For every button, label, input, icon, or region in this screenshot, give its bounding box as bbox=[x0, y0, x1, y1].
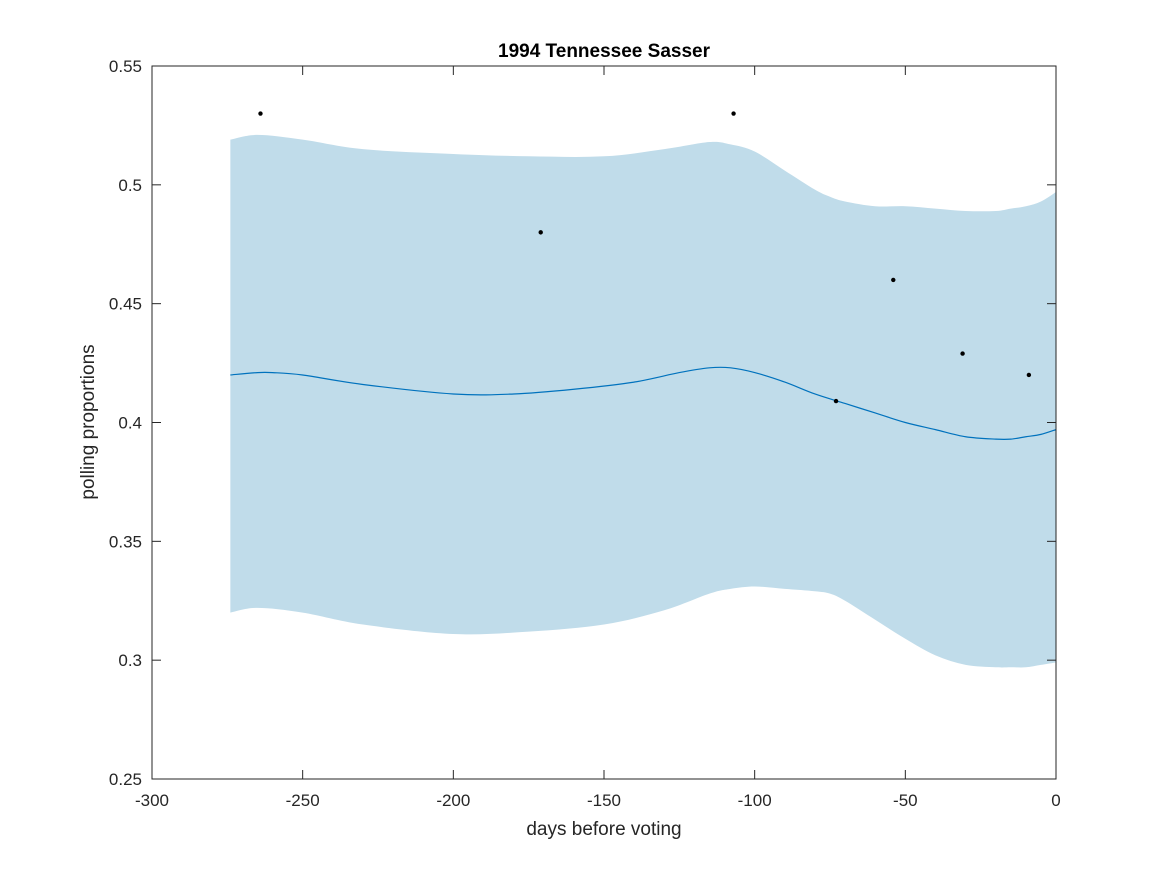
y-tick-label: 0.5 bbox=[118, 176, 142, 195]
axis-ticks: -300 -250 -200 -150 -100 -50 0 0.25 0.3 0.35 0.4 0.… bbox=[109, 57, 1061, 810]
poll-points-layer bbox=[258, 111, 1032, 404]
y-axis-label: polling proportions bbox=[78, 344, 99, 499]
y-tick-label: 0.45 bbox=[109, 295, 142, 314]
x-axis-label: days before voting bbox=[526, 819, 681, 840]
x-tick-label: -200 bbox=[436, 791, 470, 810]
poll-point bbox=[891, 277, 896, 283]
x-tick-label: -150 bbox=[587, 791, 621, 810]
poll-point bbox=[731, 111, 736, 116]
x-tick-label: -50 bbox=[893, 791, 918, 810]
y-tick-label: 0.25 bbox=[109, 770, 142, 789]
y-tick-label: 0.4 bbox=[118, 414, 142, 433]
y-tick-label: 0.3 bbox=[118, 651, 142, 670]
x-tick-label: 0 bbox=[1051, 791, 1060, 810]
y-tick-label: 0.35 bbox=[109, 532, 142, 551]
poll-point bbox=[833, 398, 839, 404]
poll-point bbox=[538, 230, 543, 235]
x-tick-label: -100 bbox=[738, 791, 772, 810]
trend-line bbox=[230, 366, 1057, 441]
y-tick-label: 0.55 bbox=[109, 57, 142, 76]
chart-title: 1994 Tennessee Sasser bbox=[498, 41, 711, 62]
x-tick-label: -300 bbox=[135, 791, 169, 810]
trend-line-layer bbox=[230, 366, 1057, 441]
poll-point bbox=[1026, 372, 1032, 378]
poll-point bbox=[258, 111, 263, 116]
x-tick-label: -250 bbox=[286, 791, 320, 810]
poll-point bbox=[960, 351, 965, 356]
confidence-band bbox=[230, 134, 1056, 668]
confidence-band-layer bbox=[230, 134, 1056, 668]
